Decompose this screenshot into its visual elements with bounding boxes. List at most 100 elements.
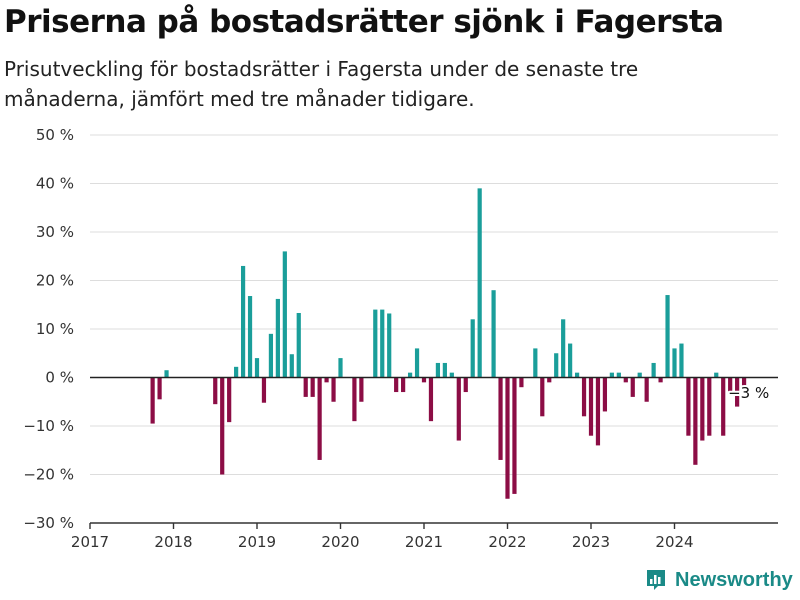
bar — [157, 377, 162, 400]
bar — [519, 377, 524, 388]
bar — [359, 377, 364, 402]
x-axis: 2017 2018 2019 2020 2021 2022 2023 2024 — [71, 376, 778, 551]
bar — [616, 372, 621, 378]
bar — [401, 377, 406, 393]
x-tick-label: 2023 — [572, 533, 610, 551]
bar — [693, 377, 698, 465]
bar — [561, 319, 566, 378]
bar — [588, 377, 594, 436]
bar — [150, 377, 155, 424]
bar — [498, 377, 503, 460]
bar — [303, 377, 308, 397]
x-tick-label: 2017 — [71, 533, 109, 551]
newsworthy-logo: Newsworthy — [645, 568, 793, 592]
bar — [707, 377, 712, 436]
bar — [338, 358, 343, 378]
bars — [150, 188, 747, 499]
bar — [254, 358, 260, 378]
y-tick-label: −20 % — [23, 466, 74, 484]
bar — [373, 309, 378, 378]
bar — [728, 377, 733, 393]
y-tick-label: −10 % — [23, 417, 74, 435]
bar — [491, 290, 496, 378]
bar — [533, 348, 538, 378]
bar — [547, 377, 552, 383]
x-tick-label: 2020 — [321, 533, 359, 551]
y-axis-labels: 50 % 40 % 30 % 20 % 10 % 0 % −10 % −20 % −30 % — [23, 126, 74, 532]
bar — [442, 362, 447, 378]
bar — [296, 312, 301, 378]
gridlines — [90, 134, 778, 475]
bar — [213, 377, 218, 405]
bar — [700, 377, 705, 441]
bar — [247, 296, 253, 378]
bar — [331, 377, 336, 402]
bar — [721, 377, 726, 436]
bar — [574, 372, 580, 378]
bar — [394, 377, 399, 393]
bar — [456, 377, 461, 441]
bar — [282, 251, 287, 378]
newsworthy-chart-icon — [647, 570, 665, 590]
bar — [540, 377, 545, 417]
bar — [735, 377, 740, 407]
bar — [477, 188, 482, 378]
bar — [435, 362, 441, 378]
y-tick-label: 40 % — [36, 175, 74, 193]
x-tick-label: 2024 — [655, 533, 693, 551]
bar — [686, 377, 691, 436]
bar — [470, 319, 475, 378]
y-tick-label: 10 % — [36, 320, 74, 338]
bar — [449, 372, 454, 378]
bar — [505, 377, 510, 499]
bar — [261, 377, 267, 403]
bar — [234, 366, 239, 378]
y-tick-label: 20 % — [36, 272, 74, 290]
bar — [268, 333, 274, 378]
bar — [275, 298, 280, 378]
bar — [463, 377, 468, 393]
bar — [512, 377, 517, 494]
y-tick-label: −30 % — [23, 514, 74, 532]
bar — [324, 377, 329, 383]
bar — [407, 372, 413, 378]
bar — [387, 313, 392, 378]
bar — [665, 295, 670, 378]
y-tick-label: 50 % — [36, 126, 74, 144]
bar — [568, 343, 573, 378]
bar — [421, 377, 427, 383]
bar — [637, 372, 642, 378]
bar — [741, 377, 747, 393]
bar — [623, 377, 628, 383]
y-tick-label: 0 % — [45, 369, 74, 387]
bar — [310, 377, 315, 397]
x-tick-label: 2018 — [154, 533, 192, 551]
bar — [240, 265, 246, 378]
bar — [651, 362, 656, 378]
bar — [352, 377, 357, 422]
bar — [317, 377, 322, 460]
chart-subtitle: Prisutveckling för bostadsrätter i Fager… — [4, 57, 639, 111]
bar — [289, 354, 294, 378]
bar — [220, 377, 225, 475]
y-tick-label: 30 % — [36, 223, 74, 241]
bar — [609, 372, 614, 378]
bar — [554, 353, 559, 378]
bar — [581, 377, 587, 417]
bar — [414, 348, 420, 378]
bar — [595, 377, 601, 446]
bar — [679, 343, 684, 378]
last-value-label: −3 % — [728, 384, 769, 402]
bar — [672, 348, 677, 378]
bar — [380, 309, 385, 378]
bar — [227, 377, 232, 423]
x-tick-label: 2022 — [488, 533, 526, 551]
bar — [428, 377, 434, 422]
x-tick-label: 2019 — [238, 533, 276, 551]
chart-title: Priserna på bostadsrätter sjönk i Fagers… — [4, 4, 724, 40]
bar — [644, 377, 649, 402]
x-tick-label: 2021 — [405, 533, 443, 551]
bar — [602, 377, 608, 412]
bar — [164, 370, 169, 378]
